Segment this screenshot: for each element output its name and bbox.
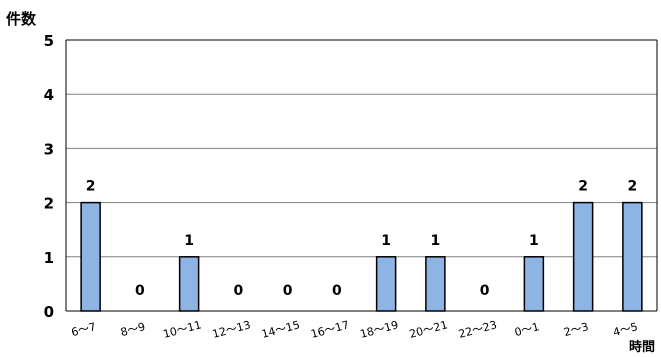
y-tick-label-5: 5 — [44, 32, 54, 50]
data-label-3: 0 — [234, 283, 244, 299]
data-label-1: 0 — [135, 283, 145, 299]
y-tick-label-0: 0 — [44, 303, 54, 321]
x-tick-label-0: 6～7 — [70, 320, 98, 339]
data-label-0: 2 — [86, 179, 96, 195]
x-tick-label-8: 22～23 — [457, 318, 498, 341]
x-tick-label-10: 2～3 — [562, 320, 590, 339]
x-tick-label-1: 8～9 — [119, 320, 147, 339]
bar-6 — [375, 256, 397, 312]
x-tick-label-11: 4～5 — [612, 320, 640, 339]
bar-10 — [572, 201, 594, 312]
x-tick-label-7: 20～21 — [408, 318, 449, 341]
x-tick-label-4: 14～15 — [260, 318, 301, 341]
bar-11 — [622, 201, 643, 312]
y-tick-label-2: 2 — [44, 195, 54, 213]
bar-0 — [80, 201, 101, 312]
data-label-9: 1 — [529, 233, 539, 249]
data-label-11: 2 — [628, 179, 638, 195]
bar-2 — [178, 256, 200, 312]
label-layer: 01234526～708～9110～11012～13014～15016～1711… — [44, 32, 640, 341]
bar-7 — [425, 256, 446, 312]
axis-layer — [65, 39, 658, 312]
y-tick-label-4: 4 — [44, 86, 54, 104]
y-axis-unit-label: 件数 — [6, 10, 37, 28]
data-label-6: 1 — [381, 233, 391, 249]
bar-9 — [523, 256, 545, 312]
data-label-5: 0 — [332, 283, 342, 299]
data-label-7: 1 — [431, 233, 441, 249]
y-tick-label-1: 1 — [44, 249, 54, 267]
data-label-8: 0 — [480, 283, 490, 299]
x-tick-label-2: 10～11 — [162, 318, 203, 341]
data-label-4: 0 — [283, 283, 293, 299]
x-tick-label-5: 16～17 — [309, 318, 350, 341]
data-label-10: 2 — [578, 179, 588, 195]
x-tick-label-9: 0～1 — [513, 320, 541, 339]
grid-layer — [66, 39, 657, 258]
y-tick-label-3: 3 — [44, 140, 54, 158]
x-tick-label-3: 12～13 — [211, 318, 252, 341]
x-axis-unit-label: 時間 — [629, 339, 655, 353]
data-label-2: 1 — [184, 233, 194, 249]
x-tick-label-6: 18～19 — [359, 318, 400, 341]
